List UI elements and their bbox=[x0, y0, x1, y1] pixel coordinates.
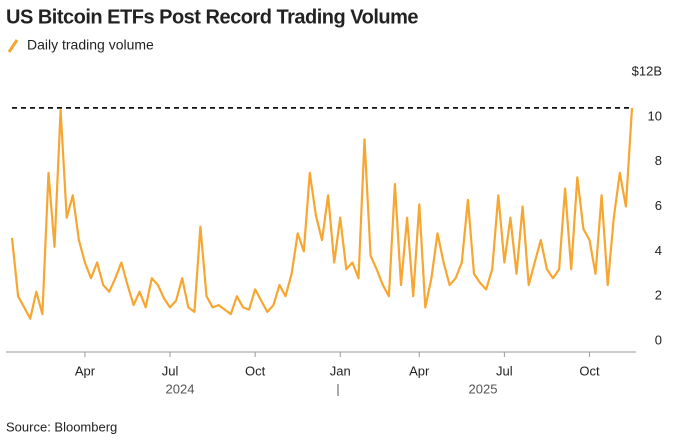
x-group-label: 2025 bbox=[469, 381, 498, 396]
x-tick-label: Jan bbox=[330, 363, 351, 378]
legend-icon bbox=[7, 39, 19, 53]
source: Source: Bloomberg bbox=[6, 419, 117, 434]
y-tick-label: 0 bbox=[655, 332, 662, 347]
y-tick-label: 10 bbox=[648, 108, 662, 123]
x-tick-label: Apr bbox=[75, 363, 96, 378]
x-tick-label: Oct bbox=[245, 363, 266, 378]
x-tick-label: Oct bbox=[579, 363, 600, 378]
y-tick-label: $12B bbox=[632, 63, 662, 78]
y-tick-label: 2 bbox=[655, 288, 662, 303]
data-line bbox=[10, 107, 634, 320]
y-tick-label: 4 bbox=[655, 243, 662, 258]
x-group-label: 2024 bbox=[166, 381, 195, 396]
y-tick-label: 6 bbox=[655, 198, 662, 213]
legend-label: Daily trading volume bbox=[27, 37, 154, 53]
x-tick-label: Jul bbox=[496, 363, 513, 378]
x-tick-label: Apr bbox=[409, 363, 430, 378]
x-tick-label: Jul bbox=[162, 363, 179, 378]
chart-title: US Bitcoin ETFs Post Record Trading Volu… bbox=[6, 6, 418, 28]
y-tick-label: 8 bbox=[655, 153, 662, 168]
